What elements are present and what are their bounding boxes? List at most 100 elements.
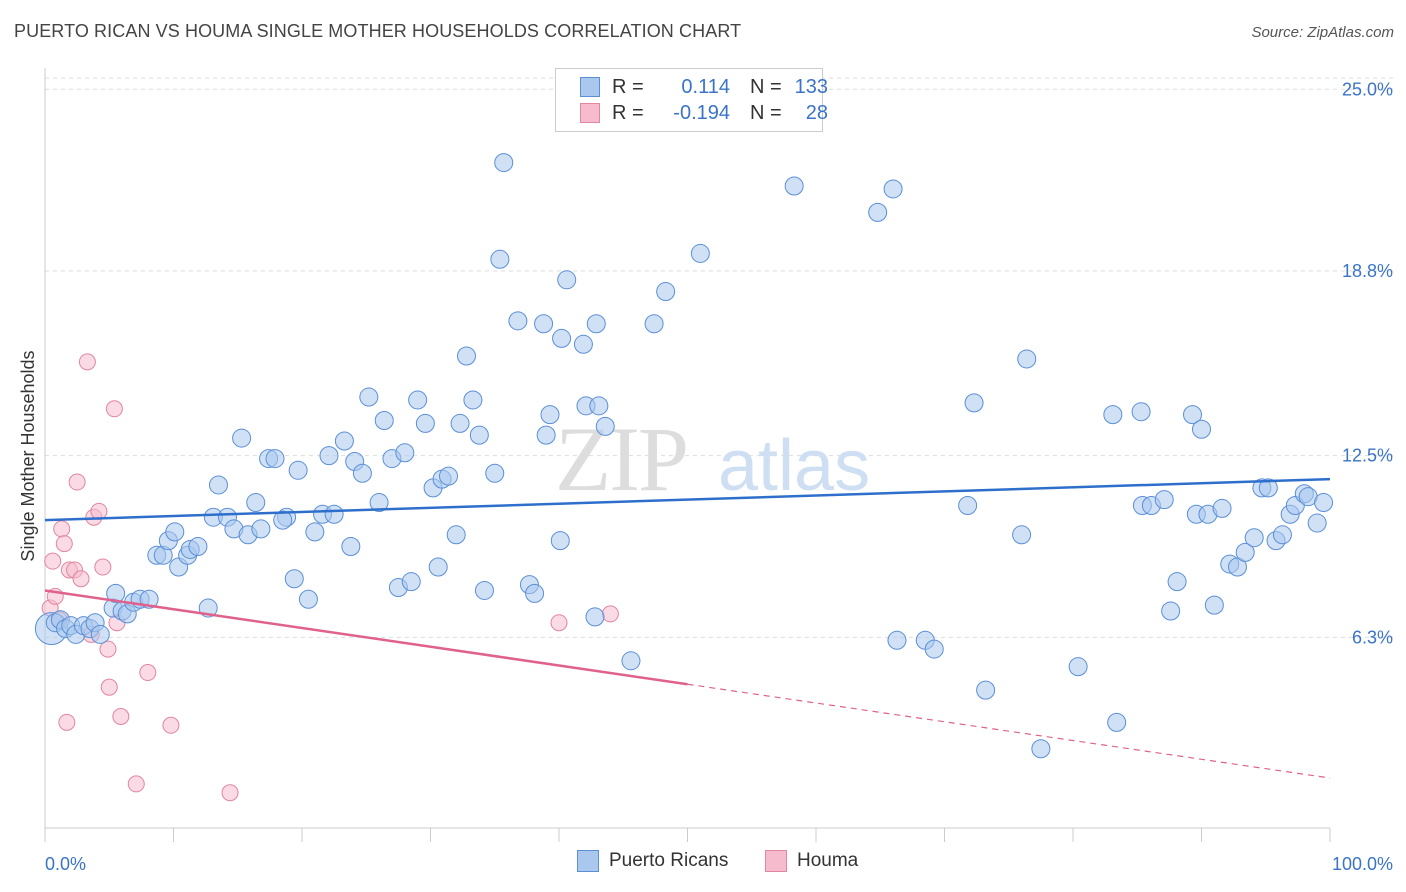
legend-label: Puerto Ricans bbox=[609, 850, 729, 871]
puerto-rican-point bbox=[408, 390, 428, 410]
puerto-rican-point bbox=[550, 531, 570, 551]
puerto-rican-point bbox=[324, 504, 344, 524]
legend-swatch-blue bbox=[577, 850, 599, 872]
puerto-rican-point bbox=[976, 680, 996, 700]
watermark: ZIP atlas bbox=[555, 408, 870, 510]
puerto-rican-point bbox=[415, 413, 435, 433]
r-label: R = bbox=[612, 101, 644, 124]
puerto-rican-point bbox=[1227, 557, 1247, 577]
y-axis-label: Single Mother Households bbox=[18, 350, 38, 561]
puerto-rican-point bbox=[1161, 601, 1181, 621]
puerto-rican-point bbox=[463, 390, 483, 410]
axes bbox=[44, 68, 1331, 842]
x-tick-labels: 0.0% 100.0% bbox=[45, 854, 1393, 874]
legend-label: Houma bbox=[797, 850, 859, 871]
stats-legend-row-houma: R = -0.194 N = 28 bbox=[580, 101, 828, 125]
puerto-rican-point bbox=[1272, 525, 1292, 545]
puerto-rican-point bbox=[474, 580, 494, 600]
puerto-rican-point bbox=[359, 387, 379, 407]
puerto-rican-point bbox=[557, 270, 577, 290]
puerto-rican-point bbox=[690, 243, 710, 263]
puerto-rican-point bbox=[595, 416, 615, 436]
houma-trend-line-extension bbox=[687, 683, 1331, 779]
houma-point bbox=[44, 552, 62, 570]
houma-point bbox=[78, 353, 96, 371]
legend-item-puerto-ricans[interactable]: Puerto Ricans bbox=[577, 850, 728, 872]
stats-legend: R = 0.114 N = 133 R = -0.194 N = 28 bbox=[555, 68, 828, 132]
houma-point bbox=[55, 535, 73, 553]
puerto-rican-point bbox=[540, 405, 560, 425]
puerto-rican-point bbox=[784, 176, 804, 196]
y-tick-labels: 6.3% 12.5% 18.8% 25.0% bbox=[1342, 79, 1393, 647]
legend-item-houma[interactable]: Houma bbox=[765, 850, 858, 872]
r-value: -0.194 bbox=[673, 101, 730, 124]
r-label: R = bbox=[612, 75, 644, 98]
puerto-rican-point bbox=[208, 475, 228, 495]
puerto-rican-point bbox=[1167, 572, 1187, 592]
houma-point bbox=[99, 640, 117, 658]
puerto-rican-point bbox=[1212, 498, 1232, 518]
stats-legend-row-puerto-ricans: R = 0.114 N = 133 bbox=[580, 75, 828, 99]
puerto-rican-point bbox=[456, 346, 476, 366]
legend-swatch-pink bbox=[580, 103, 600, 123]
n-value: 133 bbox=[794, 75, 828, 98]
x-tick-label: 0.0% bbox=[45, 854, 86, 874]
puerto-rican-point bbox=[1244, 528, 1264, 548]
puerto-rican-point bbox=[450, 413, 470, 433]
chart-title: PUERTO RICAN VS HOUMA SINGLE MOTHER HOUS… bbox=[14, 21, 742, 41]
puerto-rican-point bbox=[534, 314, 554, 334]
puerto-rican-point bbox=[298, 589, 318, 609]
puerto-rican-points bbox=[34, 153, 1334, 759]
puerto-rican-point bbox=[446, 525, 466, 545]
puerto-rican-trend-line bbox=[44, 477, 1331, 522]
puerto-rican-point bbox=[1131, 402, 1151, 422]
puerto-rican-point bbox=[525, 583, 545, 603]
puerto-rican-point bbox=[868, 202, 888, 222]
puerto-rican-point bbox=[334, 431, 354, 451]
puerto-rican-point bbox=[319, 446, 339, 466]
puerto-rican-point bbox=[552, 328, 572, 348]
puerto-rican-point bbox=[106, 583, 126, 603]
puerto-rican-point bbox=[428, 557, 448, 577]
n-label: N = bbox=[750, 75, 782, 98]
puerto-rican-point bbox=[964, 393, 984, 413]
puerto-rican-point bbox=[1017, 349, 1037, 369]
puerto-rican-point bbox=[508, 311, 528, 331]
puerto-rican-point bbox=[165, 522, 185, 542]
n-value: 28 bbox=[805, 101, 828, 124]
puerto-rican-point bbox=[438, 466, 458, 486]
puerto-rican-point bbox=[401, 572, 421, 592]
r-value: 0.114 bbox=[681, 75, 730, 98]
puerto-rican-point bbox=[1258, 478, 1278, 498]
trend-lines bbox=[44, 477, 1331, 779]
puerto-rican-point bbox=[1235, 542, 1255, 562]
puerto-rican-point bbox=[1012, 525, 1032, 545]
puerto-rican-point bbox=[1192, 419, 1211, 439]
y-tick-label: 12.5% bbox=[1342, 446, 1393, 466]
houma-point bbox=[105, 400, 123, 418]
houma-point bbox=[58, 713, 76, 731]
y-tick-label: 6.3% bbox=[1352, 627, 1393, 647]
houma-point bbox=[127, 775, 145, 793]
y-tick-label: 25.0% bbox=[1342, 79, 1393, 99]
houma-point bbox=[112, 707, 130, 725]
puerto-rican-point bbox=[1183, 405, 1203, 425]
puerto-rican-point bbox=[395, 443, 415, 463]
legend-swatch-pink bbox=[765, 850, 787, 872]
puerto-rican-point bbox=[246, 493, 266, 513]
watermark-atlas: atlas bbox=[718, 426, 870, 506]
puerto-rican-point bbox=[1204, 595, 1224, 615]
puerto-rican-point bbox=[656, 282, 676, 302]
source-label: Source: ZipAtlas.com bbox=[1251, 24, 1394, 41]
puerto-rican-point bbox=[305, 522, 325, 542]
puerto-rican-point bbox=[589, 396, 609, 416]
series-legend: Puerto Ricans Houma bbox=[0, 850, 1406, 878]
puerto-rican-point bbox=[369, 493, 389, 513]
houma-point bbox=[221, 784, 239, 802]
puerto-rican-point bbox=[352, 463, 372, 483]
houma-point bbox=[53, 520, 71, 538]
houma-point bbox=[94, 558, 112, 576]
puerto-rican-point bbox=[1068, 657, 1088, 677]
puerto-rican-point bbox=[924, 639, 944, 659]
puerto-rican-point bbox=[536, 425, 556, 445]
